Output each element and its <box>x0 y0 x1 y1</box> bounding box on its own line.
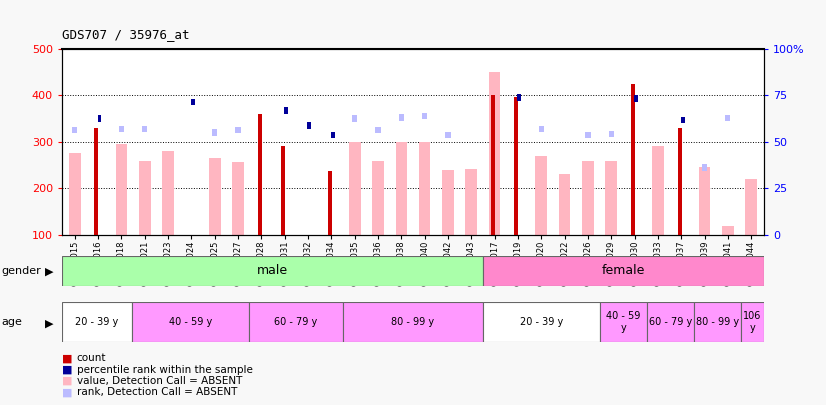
Bar <box>72 127 78 133</box>
Text: male: male <box>257 264 288 277</box>
Bar <box>582 161 594 235</box>
Text: ▶: ▶ <box>45 318 54 328</box>
Bar <box>343 302 483 342</box>
Bar <box>235 127 240 133</box>
Bar <box>191 99 195 105</box>
Bar <box>647 302 694 342</box>
Text: age: age <box>2 317 22 327</box>
Bar <box>396 142 407 235</box>
Text: ■: ■ <box>63 376 73 386</box>
Bar <box>741 302 764 342</box>
Bar <box>69 153 81 235</box>
Bar <box>284 107 288 114</box>
Bar <box>132 302 249 342</box>
Bar <box>373 161 384 235</box>
Text: count: count <box>77 354 107 363</box>
Text: 80 - 99 y: 80 - 99 y <box>695 317 738 327</box>
Bar <box>489 72 501 235</box>
Bar <box>631 83 635 235</box>
Bar <box>694 302 741 342</box>
Bar <box>349 142 360 235</box>
Bar <box>745 179 757 235</box>
Text: ▶: ▶ <box>45 267 54 277</box>
Text: ■: ■ <box>63 354 73 363</box>
Bar <box>249 302 343 342</box>
Bar <box>699 167 710 235</box>
Bar <box>281 147 285 235</box>
Bar <box>483 302 601 342</box>
Bar <box>535 156 547 235</box>
Text: GDS707 / 35976_at: GDS707 / 35976_at <box>62 28 189 41</box>
Bar <box>725 115 730 121</box>
Bar <box>483 256 764 286</box>
Bar <box>445 132 450 138</box>
Text: 40 - 59
y: 40 - 59 y <box>606 311 641 333</box>
Bar <box>605 161 617 235</box>
Bar <box>162 151 174 235</box>
Text: ■: ■ <box>63 388 73 397</box>
Bar <box>139 161 150 235</box>
Bar <box>722 226 733 235</box>
Bar <box>491 95 495 235</box>
Text: value, Detection Call = ABSENT: value, Detection Call = ABSENT <box>77 376 242 386</box>
Bar <box>62 302 132 342</box>
Bar <box>119 126 124 132</box>
Bar <box>352 115 358 122</box>
Text: percentile rank within the sample: percentile rank within the sample <box>77 365 253 375</box>
Text: 20 - 39 y: 20 - 39 y <box>75 317 119 327</box>
Bar <box>376 127 381 133</box>
Bar <box>517 94 521 101</box>
Bar <box>232 162 244 235</box>
Bar <box>142 126 147 132</box>
Bar <box>258 114 262 235</box>
Bar <box>702 164 707 171</box>
Text: 20 - 39 y: 20 - 39 y <box>520 317 563 327</box>
Bar <box>94 128 98 235</box>
Bar <box>586 132 591 138</box>
Bar <box>328 171 332 235</box>
Text: rank, Detection Call = ABSENT: rank, Detection Call = ABSENT <box>77 388 237 397</box>
Bar <box>212 129 217 136</box>
Bar <box>652 147 664 235</box>
Bar <box>609 130 614 137</box>
Bar <box>62 256 483 286</box>
Bar <box>116 144 127 235</box>
Bar <box>466 169 477 235</box>
Text: female: female <box>602 264 645 277</box>
Bar <box>681 117 685 123</box>
Bar <box>97 115 102 122</box>
Bar <box>330 132 335 138</box>
Bar <box>601 302 647 342</box>
Text: 80 - 99 y: 80 - 99 y <box>392 317 434 327</box>
Bar <box>399 114 404 121</box>
Bar <box>677 128 681 235</box>
Bar <box>558 175 571 235</box>
Text: 106
y: 106 y <box>743 311 762 333</box>
Text: 40 - 59 y: 40 - 59 y <box>169 317 212 327</box>
Text: ■: ■ <box>63 365 73 375</box>
Bar <box>209 158 221 235</box>
Text: 60 - 79 y: 60 - 79 y <box>648 317 692 327</box>
Bar <box>307 122 311 129</box>
Bar <box>634 95 638 102</box>
Bar <box>422 113 427 119</box>
Text: 60 - 79 y: 60 - 79 y <box>274 317 318 327</box>
Text: gender: gender <box>2 266 41 276</box>
Bar <box>419 142 430 235</box>
Bar <box>539 126 544 132</box>
Bar <box>442 170 453 235</box>
Bar <box>515 96 519 235</box>
